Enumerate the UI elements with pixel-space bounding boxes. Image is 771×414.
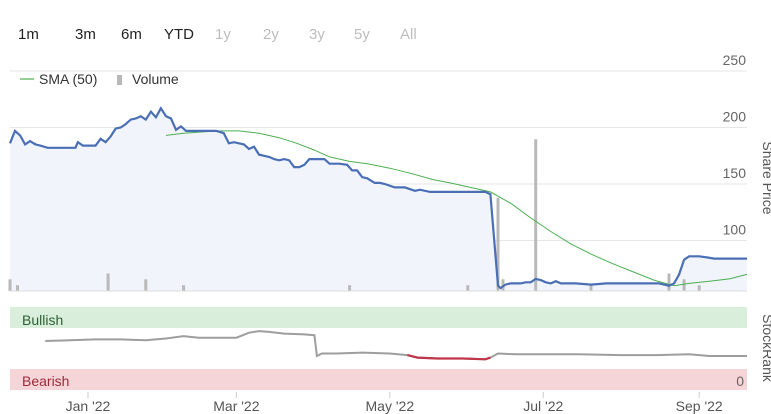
- range-button-3m[interactable]: 3m: [75, 26, 96, 43]
- sma-legend-label: SMA (50): [39, 71, 97, 87]
- range-button-5y[interactable]: 5y: [354, 26, 370, 43]
- range-button-1y[interactable]: 1y: [215, 26, 231, 43]
- date-tick-label: May '22: [366, 398, 415, 414]
- range-button-6m[interactable]: 6m: [121, 26, 142, 43]
- volume-bar: [534, 139, 538, 291]
- range-button-3y[interactable]: 3y: [309, 26, 325, 43]
- date-axis: Jan '22 Mar '22 May '22 Jul '22 Sep '22: [66, 392, 723, 414]
- range-button-2y[interactable]: 2y: [263, 26, 279, 43]
- stockrank-line: [45, 330, 747, 361]
- price-axis-title: Share Price: [760, 141, 771, 214]
- volume-bar: [697, 285, 701, 291]
- price-tick-label: 100: [723, 222, 747, 238]
- bullish-band: [10, 307, 747, 328]
- date-tick-label: Jan '22: [66, 398, 111, 414]
- bullish-band-label: Bullish: [22, 312, 63, 328]
- price-tick-label: 250: [723, 52, 747, 68]
- stockrank-axis-title: StockRank: [760, 314, 771, 383]
- bearish-band: [10, 369, 747, 390]
- range-button-ytd[interactable]: YTD: [164, 26, 194, 43]
- volume-bar: [144, 279, 148, 291]
- price-tick-label: 150: [723, 165, 747, 181]
- volume-bar: [496, 197, 500, 291]
- volume-bar: [682, 279, 686, 291]
- date-tick-label: Sep '22: [676, 398, 723, 414]
- volume-bar: [106, 273, 110, 291]
- stockrank-bearish-segment: [407, 354, 491, 361]
- volume-legend-swatch: [117, 75, 122, 85]
- volume-bar: [466, 285, 470, 291]
- volume-bar: [8, 279, 12, 291]
- range-button-all[interactable]: All: [400, 26, 417, 43]
- date-tick-label: Mar '22: [213, 398, 259, 414]
- sma-line: [165, 130, 748, 287]
- bearish-band-label: Bearish: [22, 373, 69, 389]
- volume-bar: [16, 285, 19, 291]
- volume-legend-label: Volume: [132, 71, 179, 87]
- price-line: [8, 106, 747, 290]
- date-tick-label: Jul '22: [523, 398, 563, 414]
- volume-bar: [348, 285, 352, 291]
- chart-legend: SMA (50) Volume: [20, 71, 179, 87]
- stockrank-axis-tick: 0: [736, 373, 744, 389]
- volume-bar: [589, 285, 593, 291]
- price-area-fill: [10, 108, 747, 291]
- volume-bar: [182, 285, 186, 291]
- range-button-1m[interactable]: 1m: [18, 26, 39, 43]
- price-tick-label: 200: [723, 109, 747, 125]
- volume-bar: [667, 273, 671, 291]
